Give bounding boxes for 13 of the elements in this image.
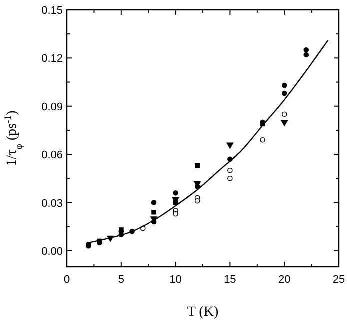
x-axis-title: T (K) bbox=[187, 305, 219, 320]
x-tick-label: 10 bbox=[170, 274, 182, 286]
x-tick-label: 25 bbox=[332, 274, 346, 286]
x-tick-label: 20 bbox=[278, 274, 291, 286]
y-tick-label: 0.00 bbox=[42, 246, 63, 258]
y-tick-label: 0.09 bbox=[42, 101, 63, 114]
x-tick-label: 0 bbox=[64, 274, 70, 286]
x-tick-label: 5 bbox=[118, 274, 124, 286]
y-tick-label: 0.15 bbox=[42, 5, 63, 17]
x-tick-label: 15 bbox=[224, 274, 236, 286]
y-tick-label: 0.06 bbox=[42, 150, 63, 162]
y-tick-label: 0.03 bbox=[42, 198, 63, 210]
y-tick-label: 0.12 bbox=[42, 53, 63, 66]
